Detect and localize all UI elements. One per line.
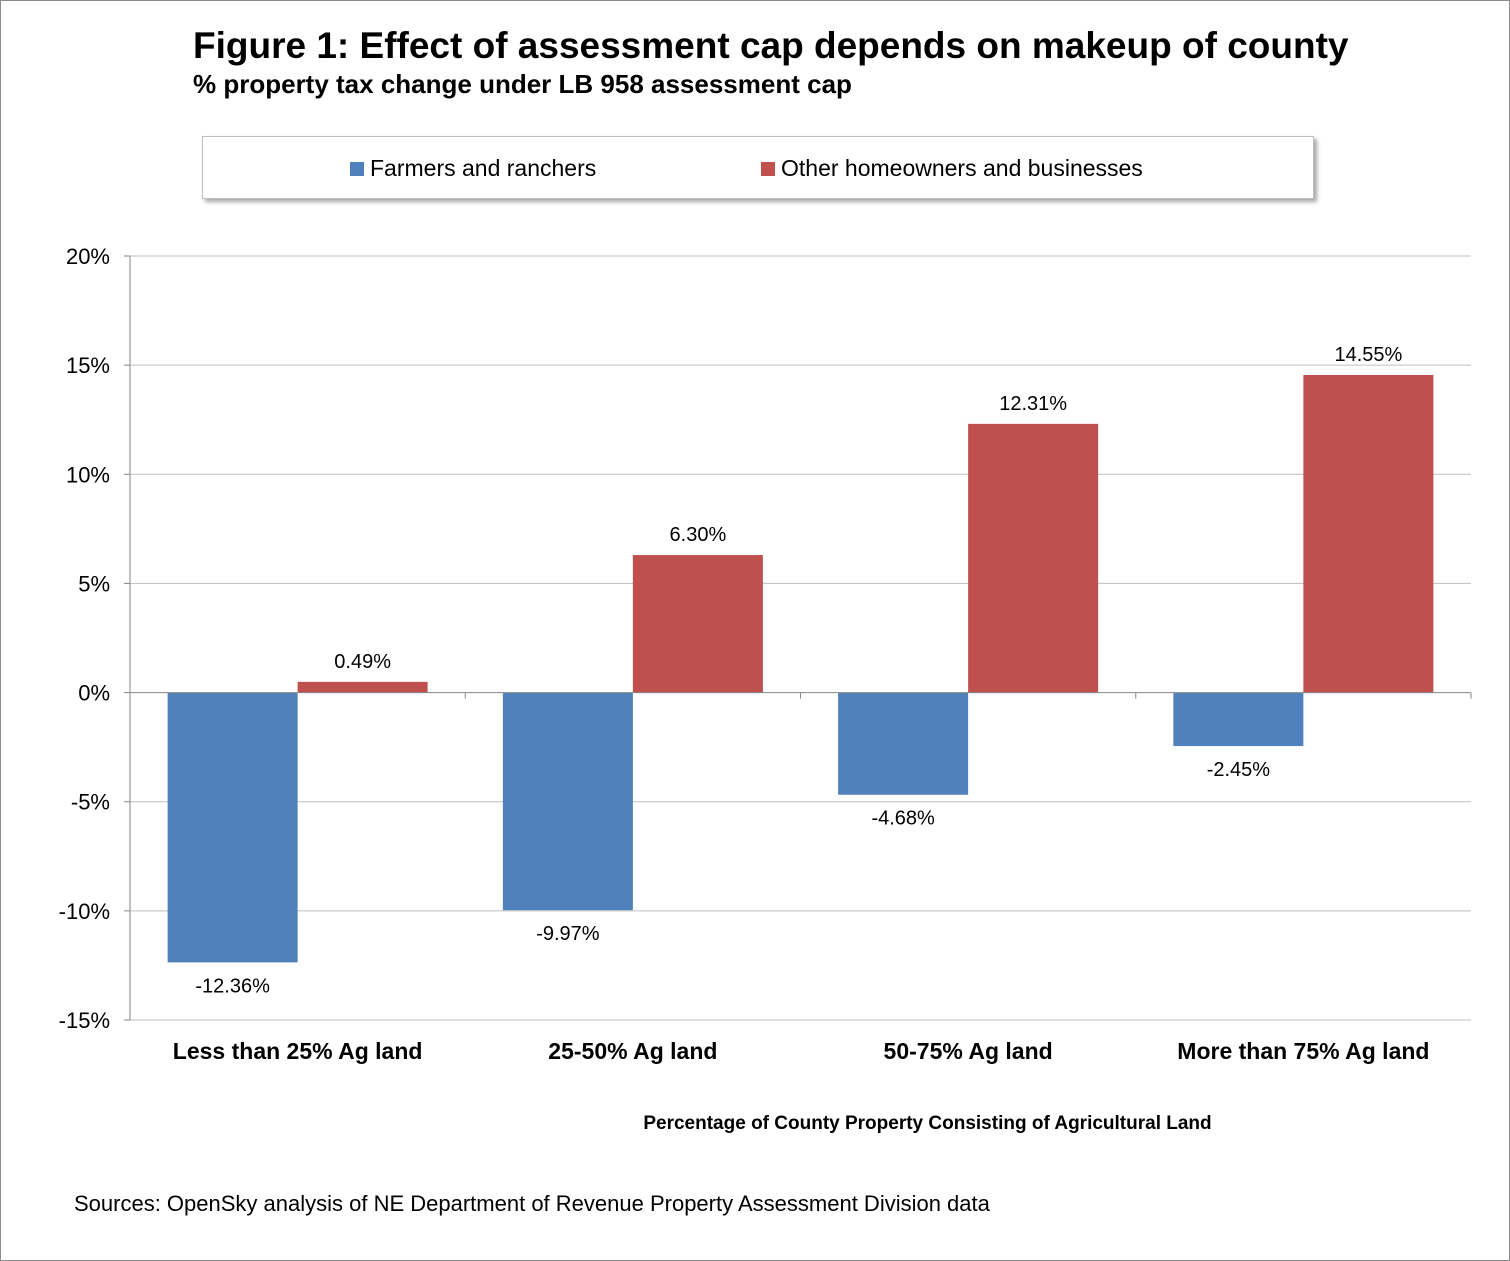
- legend-swatch-others: [761, 161, 775, 176]
- bar: [968, 423, 1099, 693]
- source-note: Sources: OpenSky analysis of NE Departme…: [74, 1191, 990, 1216]
- axes: [124, 255, 1472, 1021]
- y-tick-label: -10%: [59, 899, 110, 924]
- x-axis-title: Percentage of County Property Consisting…: [643, 1113, 1211, 1134]
- bars: [167, 374, 1434, 963]
- chart-title: Figure 1: Effect of assessment cap depen…: [193, 25, 1349, 66]
- y-tick-label: 5%: [78, 571, 110, 596]
- x-tick-label: Less than 25% Ag land: [173, 1038, 423, 1064]
- data-label: 12.31%: [999, 393, 1067, 415]
- chart-legend: Farmers and ranchers Other homeowners an…: [202, 136, 1314, 199]
- legend-label-others: Other homeowners and businesses: [781, 155, 1143, 181]
- data-label: -12.36%: [195, 975, 270, 997]
- bar: [1173, 692, 1304, 747]
- bar: [502, 692, 633, 911]
- gridlines: [130, 255, 1471, 1021]
- chart-subtitle: % property tax change under LB 958 asses…: [193, 69, 852, 99]
- labels: 20% 15% 10% 5% 0% -5% -10% -15% -12.36% 0.49% Less…: [59, 244, 1430, 1134]
- x-tick-label: More than 75% Ag land: [1177, 1038, 1429, 1064]
- bar: [1303, 374, 1434, 693]
- legend-item-farmers: Farmers and ranchers: [350, 155, 596, 182]
- x-tick-label: 25-50% Ag land: [548, 1038, 717, 1064]
- data-label: -9.97%: [536, 923, 600, 945]
- y-tick-label: -5%: [71, 790, 110, 815]
- y-tick-label: 15%: [66, 353, 110, 378]
- x-tick-label: 50-75% Ag land: [884, 1038, 1053, 1064]
- data-label: -2.45%: [1207, 759, 1271, 781]
- bar: [297, 681, 428, 693]
- legend-item-others: Other homeowners and businesses: [761, 155, 1143, 182]
- y-tick-label: 20%: [66, 244, 110, 269]
- bar: [838, 692, 969, 795]
- bar: [167, 692, 298, 963]
- y-tick-label: 10%: [66, 462, 110, 487]
- data-label: 6.30%: [670, 524, 727, 546]
- bar: [632, 555, 763, 693]
- y-tick-label: -15%: [59, 1008, 110, 1033]
- y-tick-label: 0%: [78, 681, 110, 706]
- legend-label-farmers: Farmers and ranchers: [370, 155, 597, 181]
- legend-swatch-farmers: [350, 161, 364, 176]
- data-label: 0.49%: [334, 651, 391, 673]
- data-label: 14.55%: [1334, 344, 1402, 366]
- data-label: -4.68%: [871, 808, 935, 830]
